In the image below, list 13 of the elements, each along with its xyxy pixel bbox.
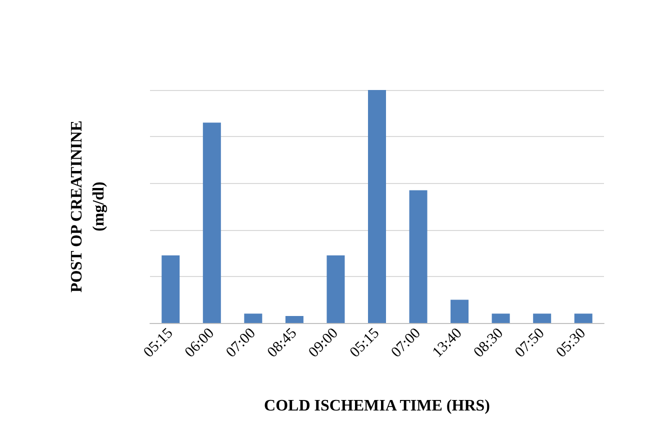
x-axis-title: COLD ISCHEMIA TIME (HRS) bbox=[264, 398, 490, 414]
bar bbox=[162, 255, 180, 323]
bar bbox=[574, 314, 592, 323]
bar bbox=[326, 255, 345, 323]
bar bbox=[368, 90, 386, 323]
bar bbox=[285, 316, 304, 323]
bar bbox=[244, 314, 262, 323]
bar bbox=[533, 314, 552, 323]
y-axis-title: POST OP CREATININE (mg/dl) bbox=[68, 120, 108, 292]
bar bbox=[409, 190, 428, 323]
bar bbox=[492, 314, 510, 323]
bar bbox=[450, 300, 469, 323]
bar bbox=[202, 122, 221, 323]
